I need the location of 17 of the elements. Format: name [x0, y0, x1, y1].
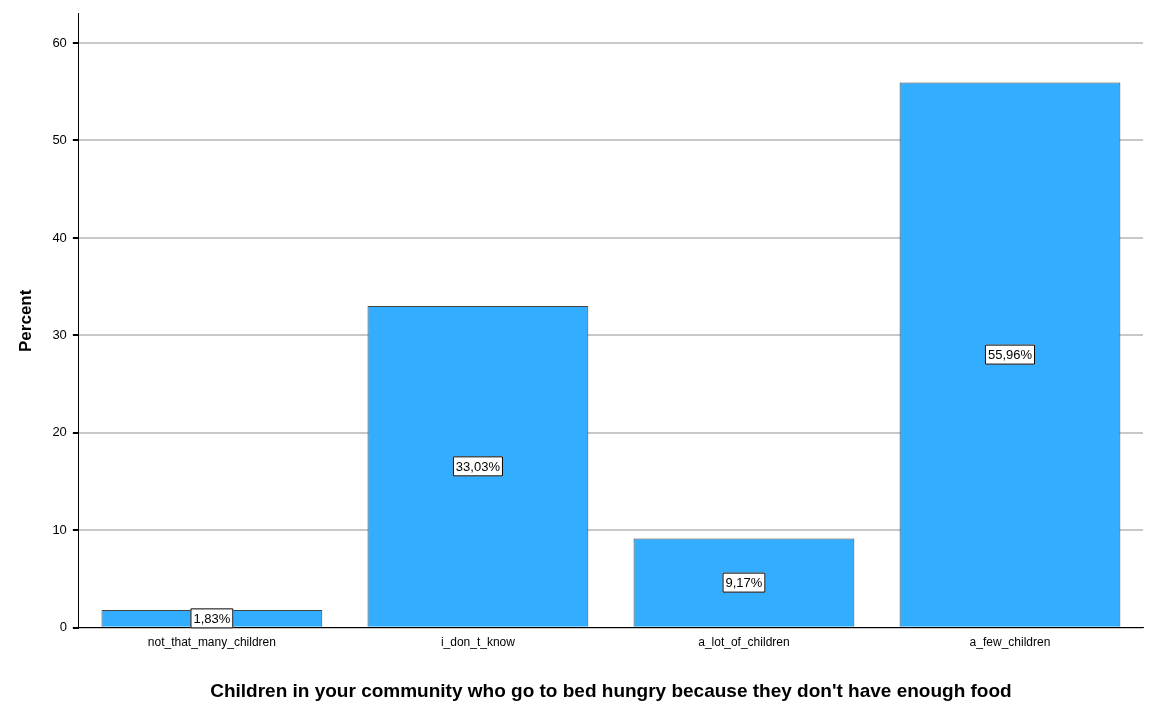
- y-axis-title: Percent: [15, 289, 35, 352]
- y-tick-label: 10: [52, 521, 67, 537]
- y-tick-label: 20: [52, 424, 67, 440]
- y-tick-label: 60: [52, 34, 67, 50]
- y-tick-label: 40: [52, 229, 67, 245]
- data-label: 9,17%: [725, 575, 763, 591]
- y-tick-label: 50: [52, 132, 67, 148]
- x-tick-label: i_don_t_know: [440, 635, 516, 650]
- y-tick-label: 0: [59, 619, 67, 635]
- x-tick-label: a_lot_of_children: [698, 635, 790, 650]
- y-tick-label: 30: [52, 327, 67, 342]
- x-tick-label: a_few_children: [969, 635, 1051, 650]
- x-axis-title: Children in your community who go to bed hungry because they don't have enough food: [210, 679, 1012, 701]
- data-label: 55,96%: [987, 347, 1033, 363]
- data-label: 33,03%: [455, 458, 501, 474]
- x-tick-label: not_that_many_children: [147, 635, 276, 650]
- data-label: 1,83%: [193, 610, 231, 626]
